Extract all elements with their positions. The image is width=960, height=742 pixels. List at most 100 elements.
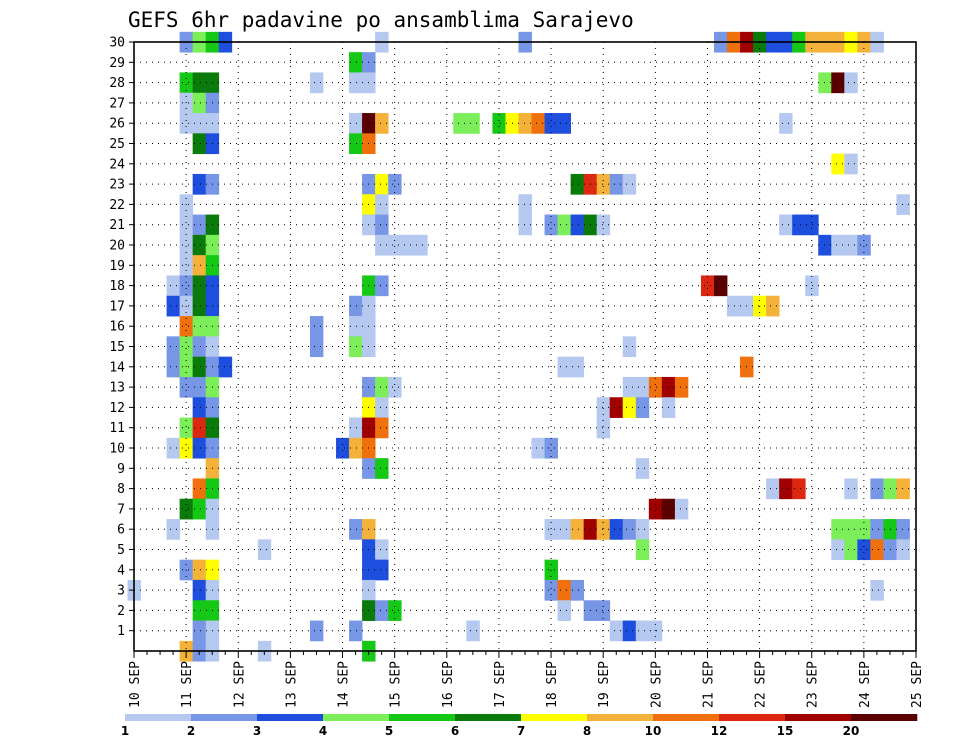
- legend-swatch: [323, 714, 390, 721]
- heatmap-cell: [375, 539, 389, 561]
- heatmap-cell: [192, 417, 207, 439]
- heatmap-cell: [375, 397, 389, 418]
- heatmap-cell: [896, 478, 910, 500]
- legend-label: 5: [385, 724, 393, 738]
- heatmap-cell: [805, 214, 819, 236]
- heatmap-cell: [609, 173, 624, 195]
- heatmap-cell: [596, 417, 611, 439]
- heatmap-cell: [544, 214, 558, 236]
- y-tick-label: 28: [109, 76, 125, 91]
- heatmap-cell: [766, 295, 780, 317]
- heatmap-cell: [388, 173, 402, 195]
- heatmap-cell: [192, 295, 207, 317]
- heatmap-cell: [375, 275, 389, 297]
- heatmap-cell: [844, 153, 858, 175]
- heatmap-cell: [388, 376, 402, 398]
- y-tick-label: 14: [109, 360, 125, 375]
- heatmap-cell: [179, 498, 194, 520]
- heatmap-cell: [375, 173, 389, 195]
- heatmap-cell: [349, 316, 363, 337]
- legend-label: 15: [777, 724, 794, 738]
- heatmap-cell: [792, 478, 806, 500]
- heatmap-cell: [192, 356, 207, 378]
- heatmap-cell: [596, 214, 611, 236]
- heatmap-cell: [648, 498, 663, 520]
- heatmap-cell: [257, 539, 272, 561]
- heatmap-cell: [596, 173, 611, 195]
- heatmap-cell: [166, 275, 181, 297]
- heatmap-cell: [622, 397, 637, 418]
- heatmap-cell: [870, 579, 884, 601]
- x-tick-label: 20 SEP: [649, 661, 664, 708]
- heatmap-cell: [349, 133, 363, 155]
- heatmap-cell: [166, 295, 181, 317]
- heatmap-cell: [192, 72, 207, 94]
- heatmap-cell: [518, 194, 532, 215]
- heatmap-cell: [766, 478, 780, 500]
- heatmap-cell: [674, 376, 689, 398]
- heatmap-cell: [179, 376, 194, 398]
- heatmap-cell: [831, 153, 845, 175]
- heatmap-cell: [870, 519, 884, 540]
- heatmap-cell: [349, 72, 363, 94]
- heatmap-cell: [635, 620, 650, 642]
- heatmap-cell: [179, 214, 194, 236]
- y-tick-label: 5: [117, 543, 125, 558]
- heatmap-cell: [844, 72, 858, 94]
- legend-label: 3: [253, 724, 261, 738]
- heatmap-cell: [622, 336, 637, 358]
- heatmap-cell: [192, 133, 207, 155]
- heatmap-cells: [127, 31, 910, 662]
- y-tick-label: 7: [117, 502, 125, 517]
- heatmap-cell: [414, 234, 428, 256]
- heatmap-cell: [635, 519, 650, 540]
- heatmap-cell: [349, 295, 363, 317]
- heatmap-cell: [375, 113, 389, 134]
- heatmap-cell: [831, 519, 845, 540]
- heatmap-cell: [805, 275, 819, 297]
- heatmap-cell: [609, 620, 624, 642]
- legend-swatch: [785, 714, 852, 721]
- heatmap-cell: [218, 356, 233, 378]
- y-tick-label: 11: [109, 421, 125, 436]
- heatmap-cell: [831, 539, 845, 561]
- heatmap-cell: [557, 600, 572, 621]
- heatmap-cell: [870, 539, 884, 561]
- legend-label: 6: [451, 724, 459, 738]
- heatmap-cell: [779, 478, 793, 500]
- legend-swatch: [257, 714, 324, 721]
- heatmap-cell: [336, 437, 350, 459]
- heatmap-cell: [192, 579, 207, 601]
- heatmap-cell: [622, 519, 637, 540]
- heatmap-cell: [844, 539, 858, 561]
- heatmap-cell: [192, 600, 207, 621]
- heatmap-cell: [635, 458, 650, 479]
- heatmap-cell: [179, 72, 194, 94]
- heatmap-cell: [544, 519, 558, 540]
- heatmap-cell: [792, 214, 806, 236]
- heatmap-cell: [492, 113, 506, 134]
- heatmap-cell: [596, 397, 611, 418]
- heatmap-cell: [674, 498, 689, 520]
- y-tick-label: 22: [109, 198, 125, 213]
- heatmap-cell: [870, 478, 884, 500]
- x-tick-label: 13 SEP: [284, 661, 299, 708]
- heatmap-cell: [179, 417, 194, 439]
- heatmap-cell: [349, 620, 363, 642]
- y-tick-label: 15: [109, 340, 125, 355]
- heatmap-cell: [192, 336, 207, 358]
- legend-swatch: [719, 714, 786, 721]
- y-tick-label: 29: [109, 56, 125, 71]
- legend-label: 20: [843, 724, 860, 738]
- heatmap-cell: [166, 437, 181, 459]
- heatmap-cell: [349, 437, 363, 459]
- heatmap-cell: [192, 376, 207, 398]
- heatmap-cell: [544, 113, 558, 134]
- heatmap-cell: [192, 113, 207, 134]
- legend-label: 12: [711, 724, 728, 738]
- heatmap-cell: [466, 620, 480, 642]
- legend-swatch: [125, 714, 192, 721]
- heatmap-cell: [375, 417, 389, 439]
- x-tick-label: 14 SEP: [337, 661, 352, 708]
